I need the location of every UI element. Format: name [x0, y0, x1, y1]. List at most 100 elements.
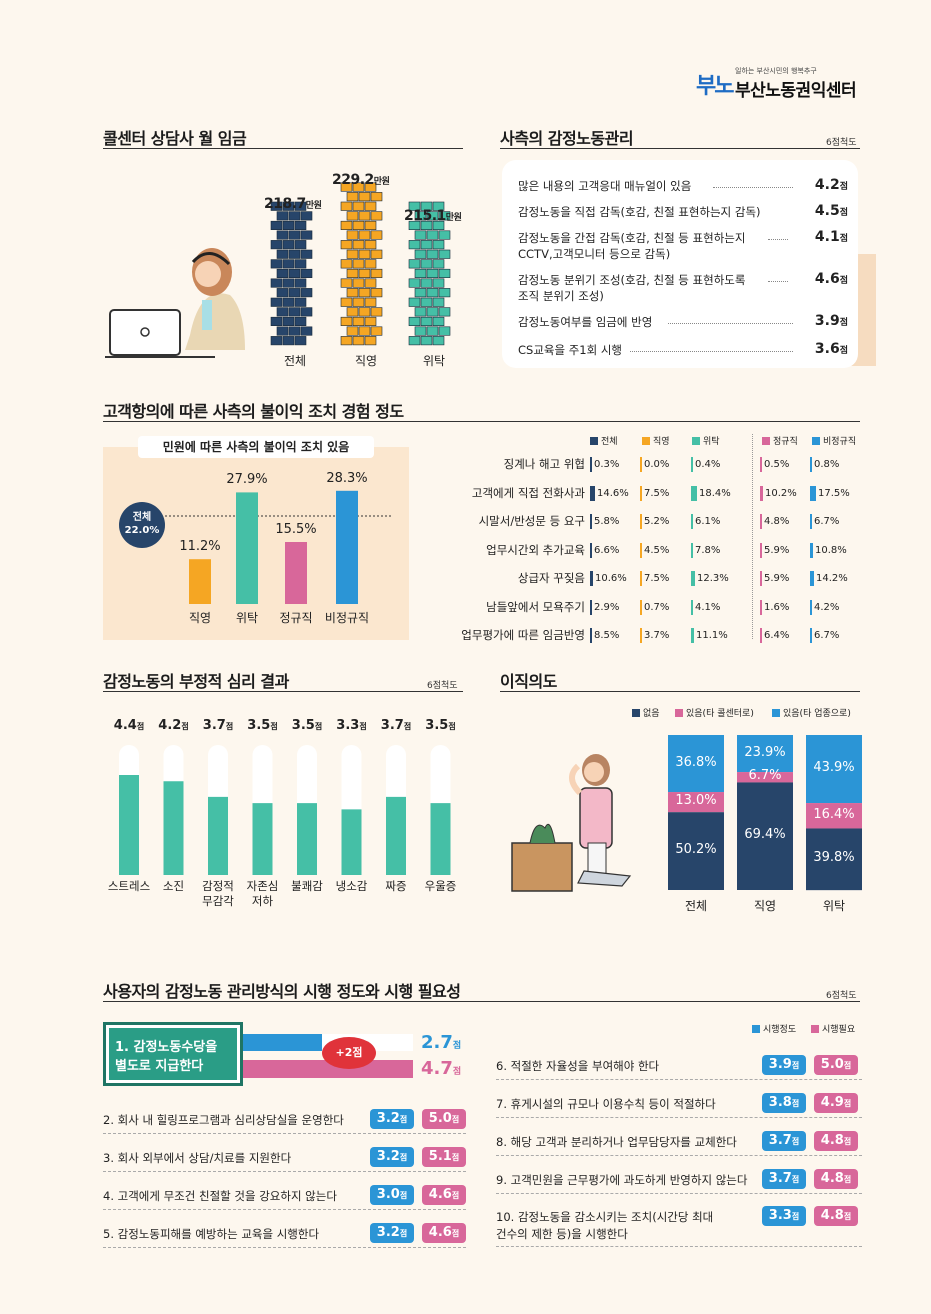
text: 10. 감정노동을 감소시키는 조치(시간당 최대	[496, 1210, 714, 1224]
wage-brick	[300, 268, 313, 278]
wage-brick	[346, 307, 359, 317]
text: 6.7%	[814, 516, 840, 527]
wage-brick	[346, 192, 359, 202]
methods-right-need-2: 4.8점	[814, 1131, 858, 1151]
psych-label-3: 자존심 저하	[237, 879, 289, 909]
text: 남들앞에서 모욕주기	[486, 599, 585, 614]
text: 4.6	[428, 1225, 452, 1240]
unit: 점	[451, 1191, 460, 1200]
unit: 점	[791, 1212, 800, 1221]
wage-brick	[288, 249, 301, 259]
disadvantage-cell: 4.8%	[760, 514, 789, 529]
text: CS교육을 주1회 시행	[518, 343, 623, 357]
wage-brick	[300, 288, 313, 298]
wage-brick	[270, 278, 283, 288]
text: 3.5	[425, 718, 449, 733]
legend-swatch	[692, 436, 700, 445]
text: 직영	[753, 899, 777, 913]
wage-brick	[420, 316, 433, 326]
management-item-5: CS교육을 주1회 시행 3.6점	[518, 341, 848, 360]
unit: 점	[399, 1191, 408, 1200]
wage-brick	[420, 259, 433, 269]
wage-brick	[408, 278, 421, 288]
wage-brick	[346, 288, 359, 298]
methods-divider	[496, 1155, 862, 1156]
wage-brick	[270, 220, 283, 231]
psych-scale: 6점척도	[427, 681, 458, 691]
text: 정규직	[279, 611, 313, 625]
turnover-seg-call-2	[806, 803, 862, 829]
text: 23.9%	[744, 744, 786, 760]
text: 업무평가에 따른 임금반영	[461, 628, 585, 642]
psych-value-2: 3.7점	[195, 718, 241, 733]
methods-right-done-4: 3.3점	[762, 1206, 806, 1226]
text: 3.2	[376, 1111, 400, 1126]
turnover-seg-none-0	[668, 812, 724, 890]
disadvantage-cell: 0.0%	[640, 457, 669, 472]
text: 건수의 제한 등)을 시행한다	[496, 1227, 628, 1241]
wage-brick	[370, 192, 383, 202]
wage-brick	[276, 307, 289, 317]
text: 3. 회사 외부에서 상담/치료를 지원한다	[103, 1151, 292, 1165]
wage-brick	[426, 230, 439, 240]
disadvantage-bar-2	[285, 542, 307, 604]
methods-divider	[103, 1209, 466, 1210]
disadvantage-cell: 7.5%	[640, 571, 669, 586]
turnover-value-call-0: 13.0%	[668, 793, 724, 808]
text: 11.1%	[696, 630, 728, 641]
wage-brick	[352, 201, 365, 211]
worried-worker-illustration	[511, 754, 632, 892]
unit: 점	[359, 722, 367, 731]
psych-bars	[119, 745, 451, 875]
psych-bar-3	[252, 803, 273, 875]
text: 13.0%	[675, 793, 717, 809]
wage-brick	[282, 240, 295, 250]
text: 조직 분위기 조성)	[518, 289, 604, 303]
disadvantage-cell: 6.7%	[810, 628, 839, 643]
methods-divider	[496, 1193, 862, 1194]
management-dots	[718, 213, 722, 214]
methods-divider	[496, 1079, 862, 1080]
psych-label-6: 짜증	[370, 879, 422, 894]
text: 43.9%	[813, 760, 855, 776]
wage-brick	[420, 240, 433, 250]
management-dots	[768, 239, 788, 240]
turnover-value-call-2: 16.4%	[806, 807, 862, 822]
wage-brick	[414, 230, 427, 240]
wage-brick	[420, 297, 433, 307]
psych-label-0: 스트레스	[103, 879, 155, 894]
disadvantage-row-label-2: 시말서/반성문 등 요구	[425, 513, 585, 529]
disadvantage-row-label-5: 남들앞에서 모욕주기	[425, 599, 585, 615]
management-value-3: 4.6점	[815, 271, 848, 289]
wage-brick	[282, 278, 295, 288]
wage-brick	[438, 211, 451, 221]
methods-rule	[103, 1001, 860, 1002]
psych-value-4: 3.5점	[284, 718, 330, 733]
wage-brick	[358, 230, 371, 240]
unit: 점	[403, 722, 412, 731]
text: 감정노동을 직접 감독(호감, 친절 표현하는지 감독)	[518, 205, 761, 219]
text: 3.2	[376, 1225, 400, 1240]
text: 11.2%	[179, 539, 221, 555]
disadvantage-cell: 4.5%	[640, 542, 669, 558]
management-dots	[630, 351, 793, 352]
wage-brick	[370, 230, 383, 240]
legend-swatch	[772, 708, 780, 717]
text: 5.0	[428, 1111, 452, 1126]
text: 9. 고객민원을 근무평가에 과도하게 반영하지 않는다	[496, 1173, 748, 1187]
text: 비정규직	[823, 437, 857, 447]
wage-brick	[408, 297, 421, 307]
wage-brick	[358, 307, 371, 317]
wage-brick	[408, 336, 421, 346]
diff-badge: +2점	[322, 1037, 376, 1069]
text: 5.9%	[764, 544, 790, 556]
methods-right-item-3: 9. 고객민원을 근무평가에 과도하게 반영하지 않는다	[496, 1172, 747, 1189]
wage-label-1: 직영	[354, 354, 378, 368]
wage-brick	[300, 230, 313, 240]
management-value-0: 4.2점	[815, 177, 848, 195]
wage-brick	[370, 326, 383, 336]
wage-brick	[340, 182, 353, 192]
wage-brick	[294, 278, 307, 288]
management-item-4: 감정노동여부를 임금에 반영 3.9점	[518, 313, 848, 332]
wage-brick	[408, 240, 421, 250]
